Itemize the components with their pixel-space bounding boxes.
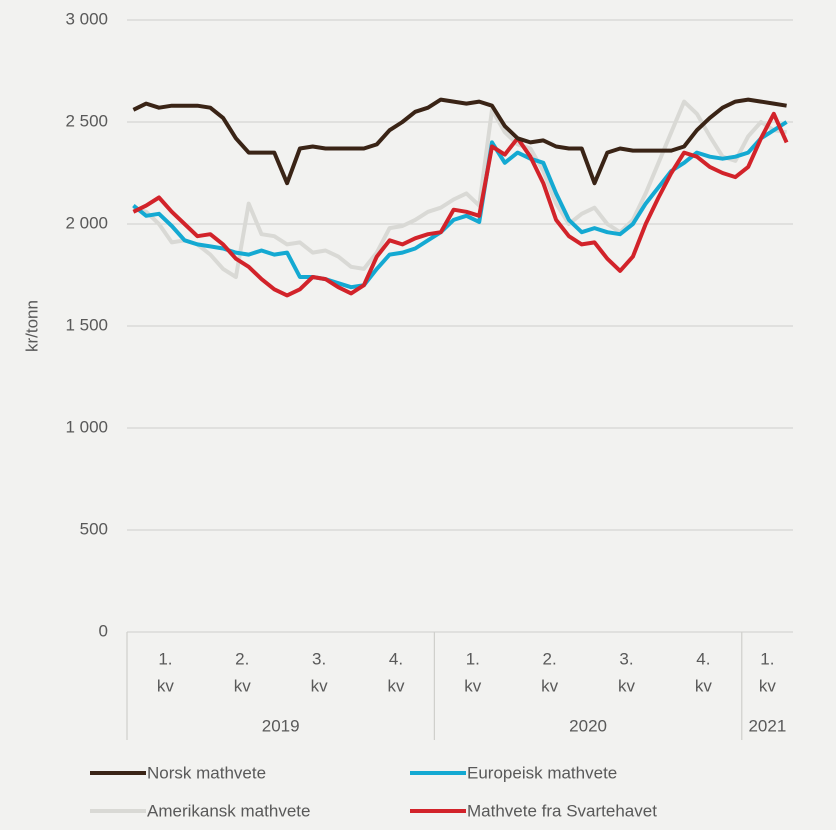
y-tick-label: 3 000 bbox=[65, 9, 108, 28]
x-tick-label: 1. bbox=[158, 649, 172, 668]
legend-label: Europeisk mathvete bbox=[467, 763, 617, 782]
y-tick-label: 1 000 bbox=[65, 417, 108, 436]
x-tick-label: 3. bbox=[312, 649, 326, 668]
y-tick-label: 0 bbox=[99, 621, 108, 640]
x-group-label: 2020 bbox=[569, 716, 607, 735]
x-tick-label: 2. bbox=[235, 649, 249, 668]
legend-label: Norsk mathvete bbox=[147, 763, 266, 782]
series-line bbox=[132, 111, 789, 298]
x-tick-label: kv bbox=[387, 676, 405, 695]
y-tick-label: 500 bbox=[80, 519, 108, 538]
y-tick-label: 2 000 bbox=[65, 213, 108, 232]
x-group-label: 2021 bbox=[748, 716, 786, 735]
x-tick-label: kv bbox=[541, 676, 559, 695]
x-tick-label: kv bbox=[464, 676, 482, 695]
x-tick-label: 4. bbox=[696, 649, 710, 668]
x-tick-label: kv bbox=[311, 676, 329, 695]
series-line bbox=[132, 97, 787, 186]
y-tick-label: 1 500 bbox=[65, 315, 108, 334]
x-tick-label: 4. bbox=[389, 649, 403, 668]
legend-label: Mathvete fra Svartehavet bbox=[467, 801, 657, 820]
y-axis-title: kr/tonn bbox=[22, 300, 41, 352]
x-tick-label: 1. bbox=[466, 649, 480, 668]
x-tick-label: kv bbox=[759, 676, 777, 695]
x-tick-label: 3. bbox=[619, 649, 633, 668]
legend-label: Amerikansk mathvete bbox=[147, 801, 310, 820]
x-group-label: 2019 bbox=[262, 716, 300, 735]
x-tick-label: kv bbox=[695, 676, 713, 695]
series-line bbox=[132, 99, 787, 279]
x-tick-label: 2. bbox=[543, 649, 557, 668]
series-line bbox=[132, 120, 788, 290]
x-tick-label: kv bbox=[157, 676, 175, 695]
x-tick-label: kv bbox=[234, 676, 252, 695]
y-tick-label: 2 500 bbox=[65, 111, 108, 130]
x-tick-label: kv bbox=[618, 676, 636, 695]
x-tick-label: 1. bbox=[760, 649, 774, 668]
